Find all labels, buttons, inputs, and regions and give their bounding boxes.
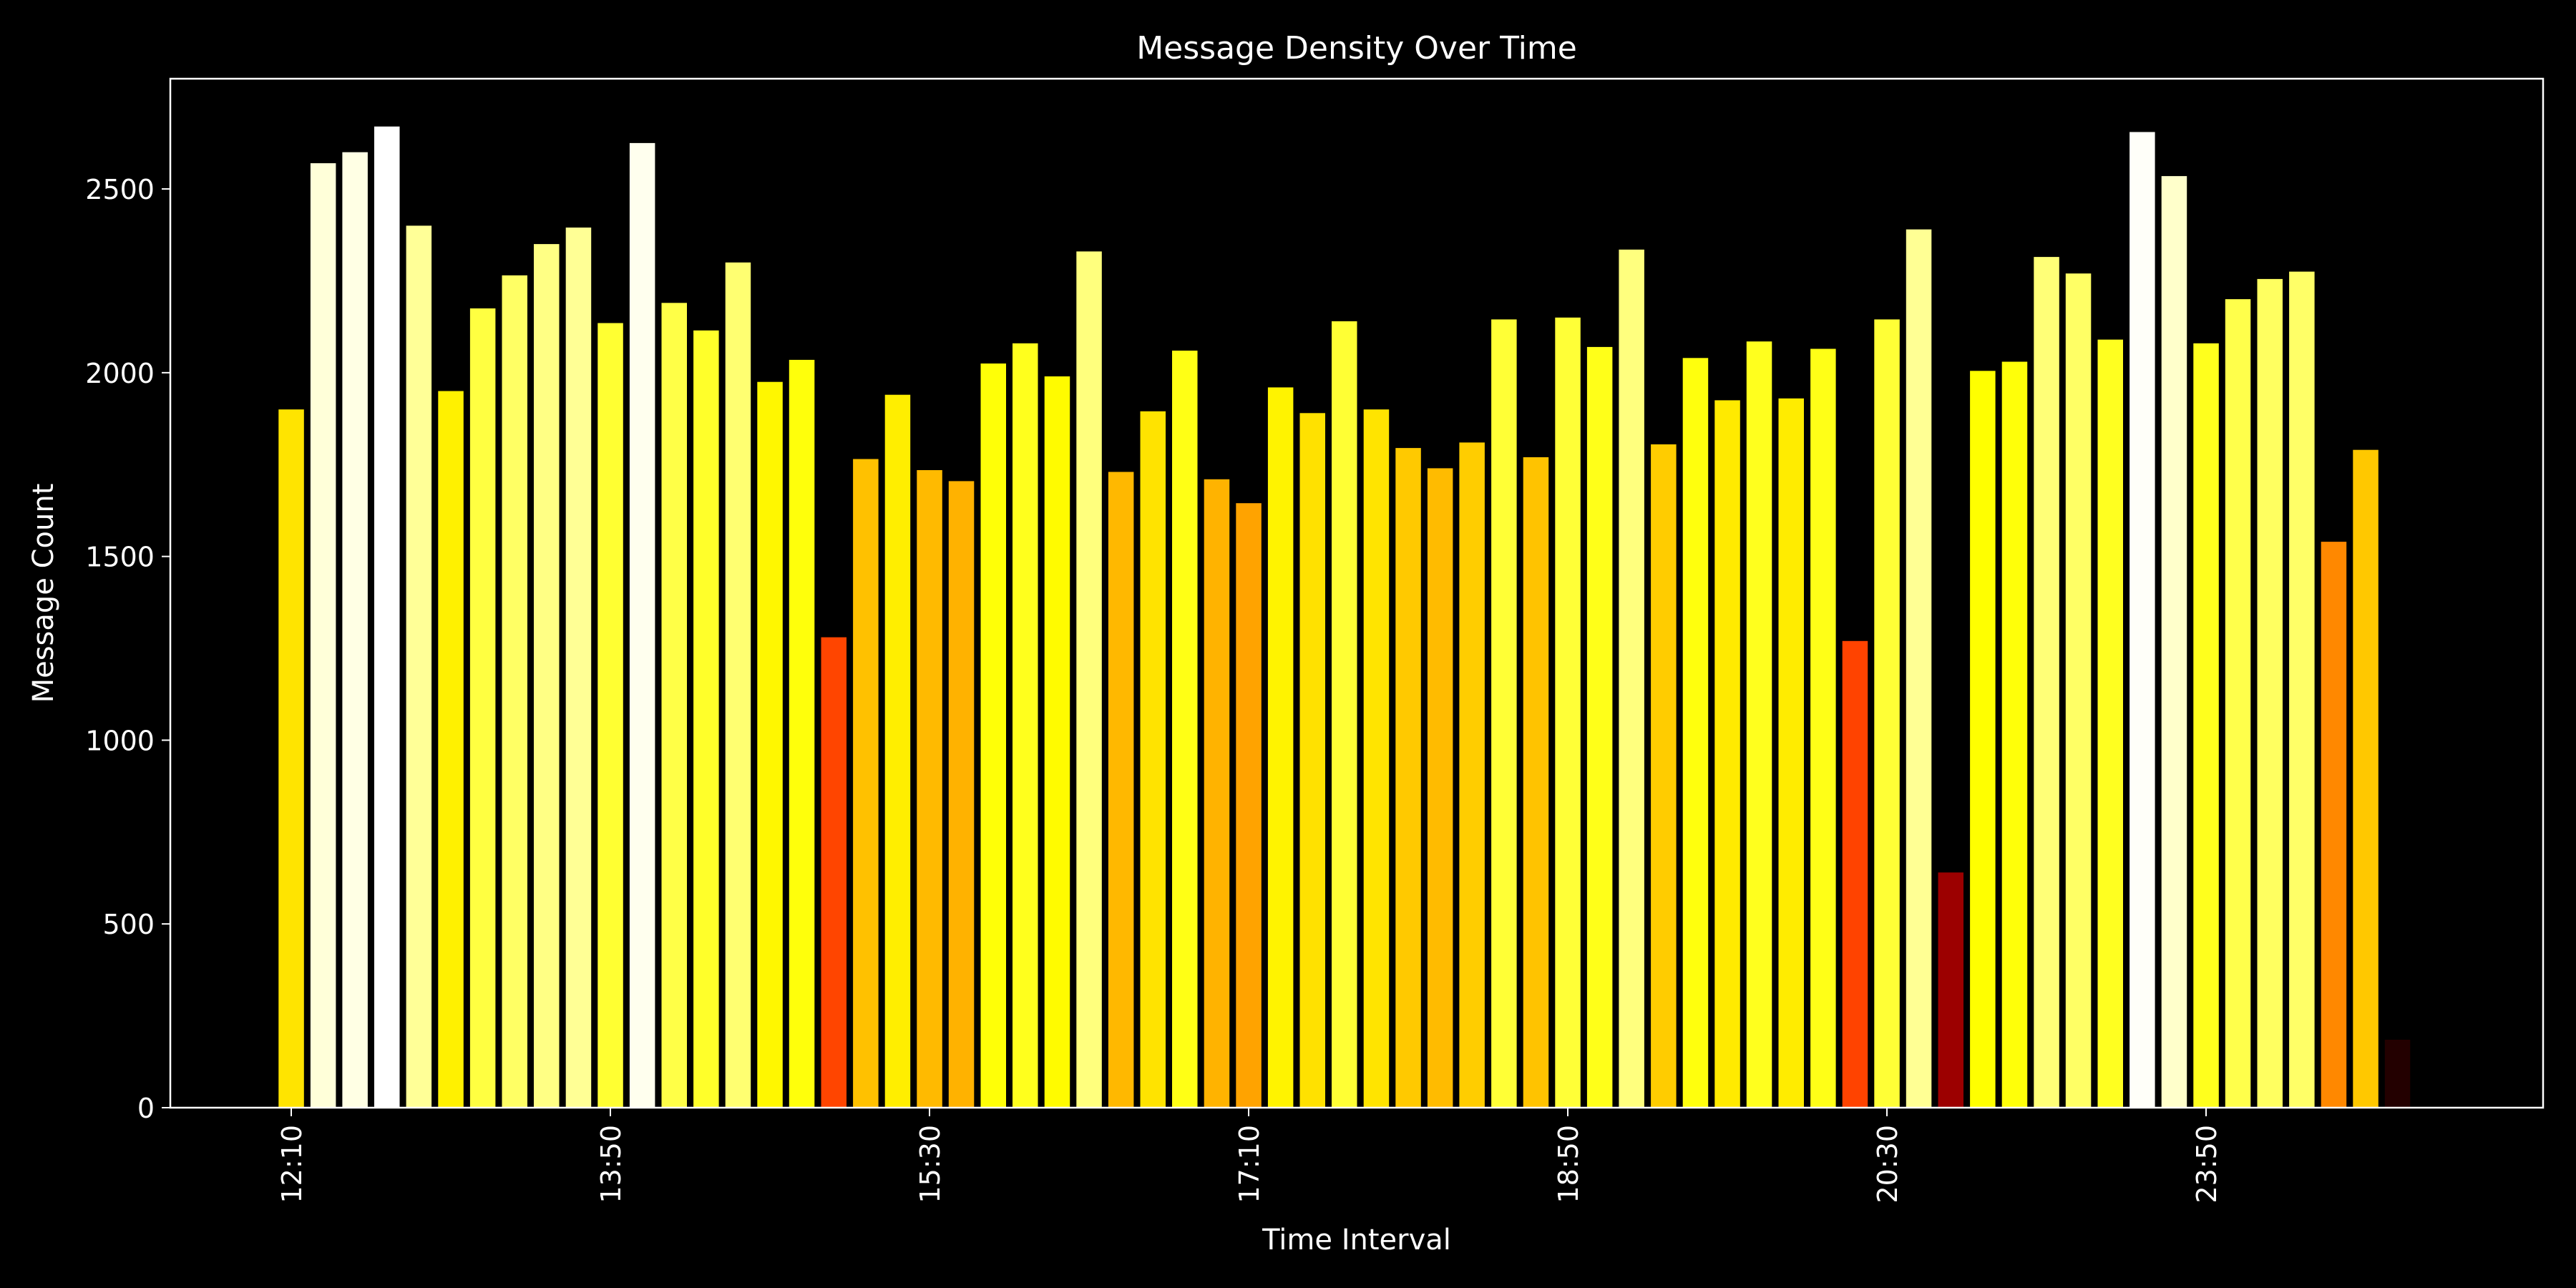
bar <box>2257 278 2283 1108</box>
x-tick-label: 15:30 <box>914 1125 946 1204</box>
bar <box>1076 251 1102 1108</box>
bar <box>374 126 400 1108</box>
bar <box>2321 542 2347 1108</box>
bar <box>2065 273 2092 1108</box>
bar <box>1842 640 1868 1108</box>
bar <box>1044 376 1070 1108</box>
bar <box>1108 472 1134 1108</box>
bar-series <box>278 126 2411 1108</box>
bar <box>2161 176 2187 1108</box>
bar <box>2289 271 2315 1108</box>
bar <box>2034 257 2059 1108</box>
y-tick-label: 1000 <box>85 725 155 756</box>
bar <box>1874 319 1900 1108</box>
bar <box>597 323 623 1108</box>
bar <box>2193 343 2219 1108</box>
bar <box>438 391 464 1108</box>
bar <box>1651 444 1677 1108</box>
bar <box>534 244 560 1108</box>
y-axis-label: Message Count <box>27 484 60 703</box>
bar <box>342 152 368 1108</box>
bar <box>2001 361 2028 1108</box>
y-axis-ticks: 0 500 1000 1500 2000 2500 <box>85 174 170 1124</box>
bar <box>278 409 304 1108</box>
x-axis-label: Time Interval <box>1262 1224 1451 1257</box>
y-tick-label: 2500 <box>85 174 155 205</box>
bar <box>789 359 815 1108</box>
x-tick-label: 23:50 <box>2191 1125 2223 1204</box>
bar <box>1140 411 1166 1108</box>
bar <box>980 364 1006 1108</box>
bar <box>1619 249 1644 1108</box>
x-tick-label: 13:50 <box>595 1125 627 1204</box>
bar <box>1938 872 1963 1108</box>
bar <box>1236 503 1262 1108</box>
bar <box>406 225 432 1108</box>
bar <box>502 275 527 1108</box>
bar <box>725 262 751 1108</box>
bar <box>693 330 719 1108</box>
bar <box>1778 398 1804 1108</box>
y-tick-label: 2000 <box>85 358 155 389</box>
bar <box>1714 400 1740 1108</box>
x-tick-label: 20:30 <box>1872 1125 1903 1204</box>
bar <box>1013 343 1038 1108</box>
x-tick-label: 17:10 <box>1234 1125 1265 1204</box>
bar <box>1586 346 1613 1108</box>
bar <box>1682 358 1709 1108</box>
bar <box>1427 468 1453 1108</box>
bar <box>1363 409 1390 1108</box>
bar <box>1555 317 1581 1108</box>
plot-frame <box>169 77 2545 1109</box>
bar <box>310 163 336 1108</box>
bar <box>821 637 847 1108</box>
bar <box>884 394 911 1108</box>
bar <box>948 481 975 1108</box>
bar <box>629 142 655 1108</box>
bar <box>2384 1040 2411 1108</box>
bar <box>661 303 687 1108</box>
bar <box>2353 449 2379 1108</box>
bar <box>1332 321 1357 1108</box>
bar <box>757 381 783 1108</box>
bar <box>917 470 942 1108</box>
bar <box>565 228 592 1108</box>
y-tick-label: 1500 <box>85 542 155 573</box>
x-tick-label: 18:50 <box>1553 1125 1584 1204</box>
bar <box>1523 457 1549 1108</box>
y-tick-label: 0 <box>137 1093 155 1124</box>
bar <box>1906 229 1932 1108</box>
bar <box>1970 371 1996 1108</box>
bar <box>1172 351 1198 1108</box>
bar <box>1459 442 1485 1108</box>
bar <box>1395 448 1421 1108</box>
y-tick-label: 500 <box>102 909 155 940</box>
bar <box>853 459 879 1108</box>
bar <box>1491 319 1517 1108</box>
bar <box>2129 132 2155 1108</box>
bar <box>1810 348 1836 1108</box>
bar <box>1267 387 1294 1108</box>
chart-title: Message Density Over Time <box>1136 30 1577 67</box>
bar <box>1204 479 1230 1108</box>
bar <box>2225 299 2251 1108</box>
bar <box>1746 341 1772 1108</box>
x-axis-ticks: 12:10 13:50 15:30 17:10 18:50 20:30 23:50 <box>276 1108 2223 1204</box>
x-tick-label: 12:10 <box>276 1125 308 1204</box>
bar <box>469 308 496 1108</box>
bar <box>2097 339 2123 1108</box>
bar <box>1299 413 1325 1108</box>
